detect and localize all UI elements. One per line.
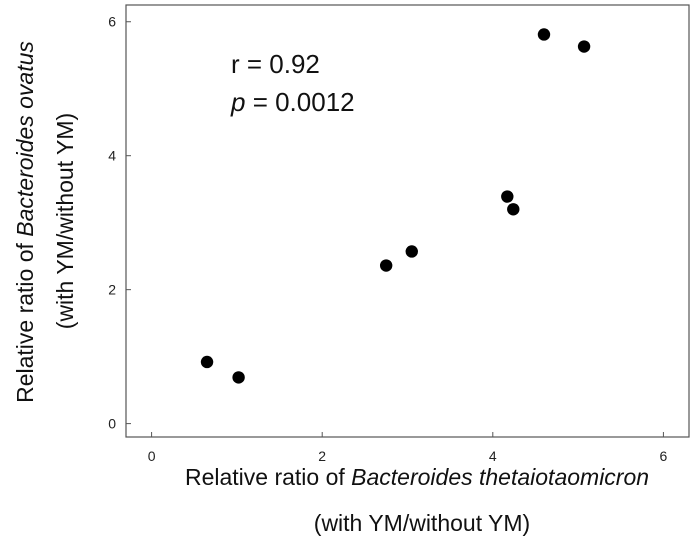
data-point [405, 245, 418, 258]
p-symbol: p [230, 87, 245, 117]
data-point [379, 259, 393, 272]
data-point [200, 355, 214, 369]
data-point [577, 40, 591, 53]
axis-ticks: 0 2 4 6 0 2 4 6 [108, 14, 667, 464]
x-axis-title-species: Bacteroides thetaiotaomicron [351, 464, 649, 490]
y-axis-title-species: Bacteroides ovatus [12, 41, 38, 237]
y-axis-title-prefix: Relative ratio of [12, 237, 38, 403]
p-value-label: p = 0.0012 [230, 87, 355, 117]
y-tick-label: 4 [108, 148, 116, 164]
data-point [537, 28, 551, 41]
correlation-label: r = 0.92 [231, 49, 320, 79]
x-axis-title-line1: Relative ratio of Bacteroides thetaiotao… [185, 464, 649, 490]
x-axis-title-prefix: Relative ratio of [185, 464, 351, 490]
y-axis-title-line2: (with YM/without YM) [52, 113, 78, 329]
data-point [507, 203, 520, 216]
y-tick-label: 6 [108, 14, 116, 30]
y-axis-title-line1: Relative ratio of Bacteroides ovatus [12, 41, 38, 403]
data-point [501, 190, 514, 203]
x-axis-title-line2: (with YM/without YM) [314, 510, 530, 536]
x-tick-label: 0 [148, 448, 156, 464]
x-tick-label: 2 [318, 448, 326, 464]
data-point [232, 371, 245, 384]
p-value: = 0.0012 [245, 87, 354, 117]
plot-frame [125, 4, 690, 438]
x-tick-label: 4 [489, 448, 497, 464]
y-tick-label: 2 [108, 282, 116, 298]
y-tick-label: 0 [108, 416, 116, 432]
x-tick-label: 6 [660, 448, 668, 464]
data-points [200, 28, 591, 384]
